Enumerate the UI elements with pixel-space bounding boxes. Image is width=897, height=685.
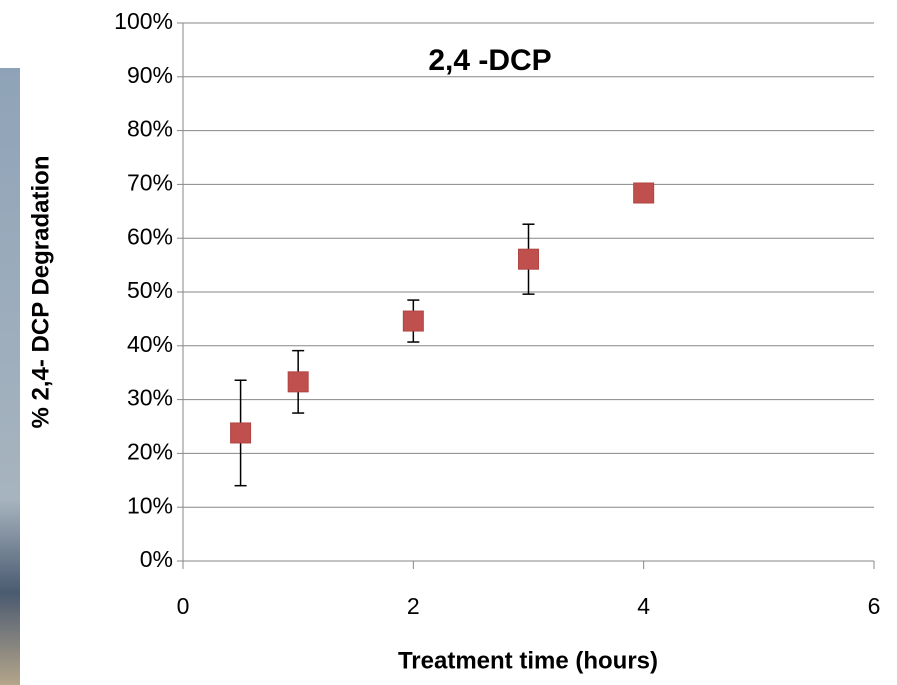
y-tick-label: 40%	[127, 331, 173, 357]
y-tick-label: 90%	[127, 62, 173, 88]
marker	[230, 422, 252, 444]
y-tick-label: 80%	[127, 116, 173, 142]
x-tick-label: 4	[637, 593, 650, 619]
y-tick-label: 10%	[127, 492, 173, 518]
background-photo	[0, 68, 20, 685]
x-tick-label: 0	[177, 593, 190, 619]
x-axis-label: Treatment time (hours)	[398, 647, 658, 674]
y-tick-label: 30%	[127, 385, 173, 411]
y-tick-label: 50%	[127, 277, 173, 303]
marker	[402, 310, 424, 332]
chart-title: 2,4 -DCP	[428, 44, 551, 77]
marker	[287, 371, 309, 393]
y-tick-label: 60%	[127, 223, 173, 249]
y-tick-label: 70%	[127, 169, 173, 195]
y-tick-label: 0%	[140, 546, 173, 572]
marker	[518, 248, 539, 270]
y-axis-label: % 2,4- DCP Degradation	[27, 156, 54, 429]
y-tick-label: 100%	[114, 8, 173, 34]
x-tick-label: 2	[407, 593, 420, 619]
x-tick-label: 6	[868, 593, 881, 619]
y-tick-label: 20%	[127, 438, 173, 464]
marker	[633, 182, 655, 204]
